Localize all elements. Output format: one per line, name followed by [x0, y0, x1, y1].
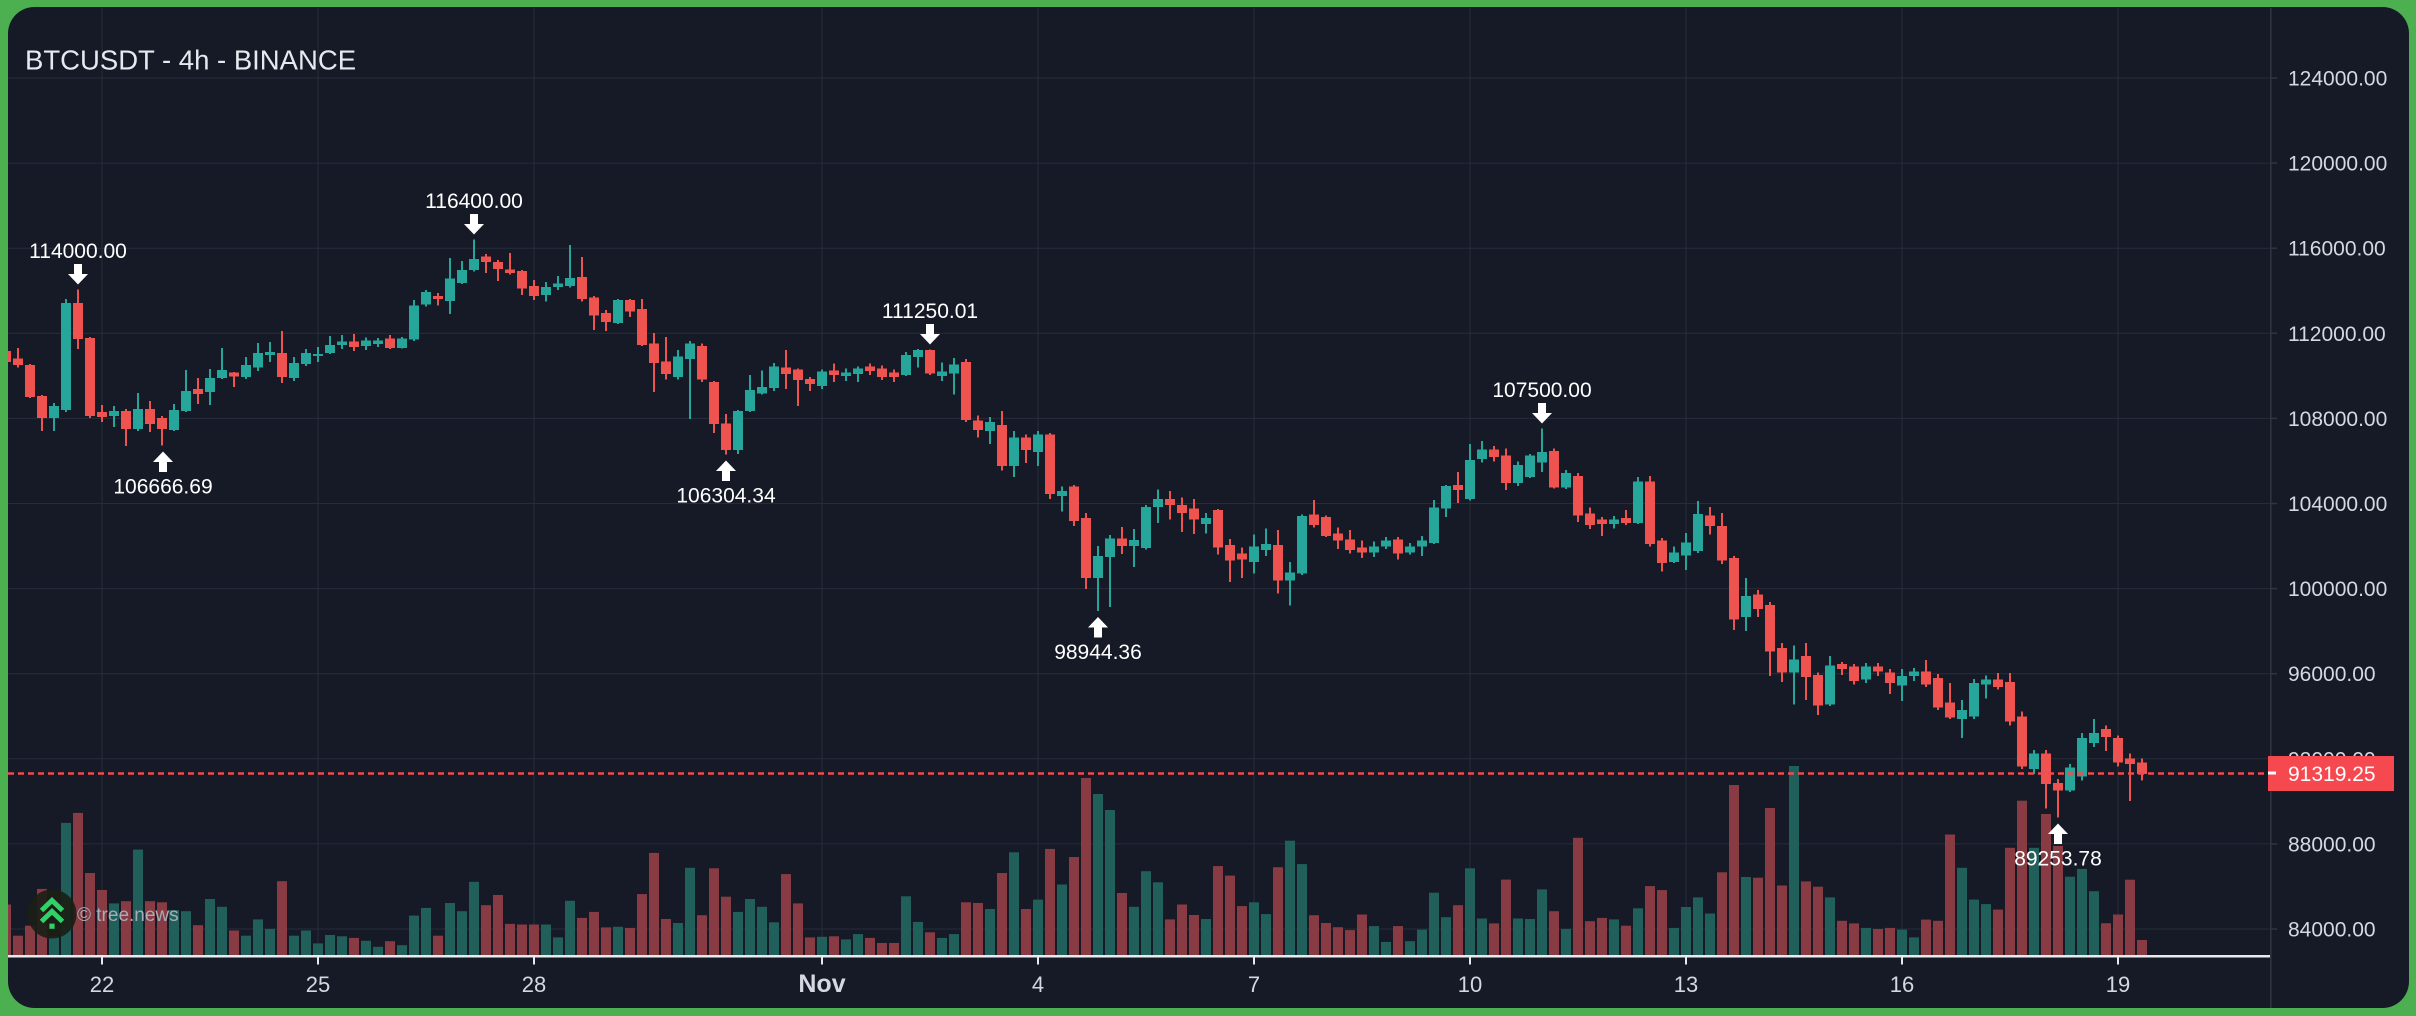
- svg-text:116000.00: 116000.00: [2288, 238, 2386, 261]
- svg-text:100000.00: 100000.00: [2288, 578, 2387, 601]
- svg-text:Nov: Nov: [798, 970, 845, 998]
- svg-text:114000.00: 114000.00: [29, 240, 127, 263]
- svg-text:22: 22: [90, 972, 114, 997]
- svg-text:98944.36: 98944.36: [1054, 641, 1142, 664]
- svg-text:106304.34: 106304.34: [676, 485, 776, 508]
- svg-text:16: 16: [1890, 972, 1914, 997]
- svg-text:84000.00: 84000.00: [2288, 919, 2376, 942]
- svg-text:120000.00: 120000.00: [2288, 153, 2387, 176]
- svg-text:124000.00: 124000.00: [2288, 68, 2387, 91]
- svg-text:10: 10: [1458, 972, 1482, 997]
- svg-text:112000.00: 112000.00: [2288, 323, 2386, 346]
- svg-text:96000.00: 96000.00: [2288, 663, 2376, 686]
- svg-text:7: 7: [1248, 972, 1260, 997]
- svg-text:104000.00: 104000.00: [2288, 493, 2387, 516]
- svg-text:111250.01: 111250.01: [882, 300, 978, 323]
- svg-text:106666.69: 106666.69: [113, 476, 212, 499]
- svg-text:BTCUSDT - 4h - BINANCE: BTCUSDT - 4h - BINANCE: [25, 45, 356, 76]
- svg-text:© tree.news: © tree.news: [77, 905, 179, 926]
- svg-text:4: 4: [1032, 972, 1044, 997]
- svg-text:89253.78: 89253.78: [2014, 848, 2102, 871]
- svg-text:91319.25: 91319.25: [2288, 763, 2376, 786]
- svg-text:19: 19: [2106, 972, 2130, 997]
- svg-text:107500.00: 107500.00: [1492, 379, 1591, 402]
- svg-text:28: 28: [522, 972, 546, 997]
- svg-text:108000.00: 108000.00: [2288, 408, 2387, 431]
- svg-text:88000.00: 88000.00: [2288, 833, 2376, 856]
- svg-text:13: 13: [1674, 972, 1698, 997]
- svg-text:116400.00: 116400.00: [425, 190, 523, 213]
- svg-text:25: 25: [306, 972, 330, 997]
